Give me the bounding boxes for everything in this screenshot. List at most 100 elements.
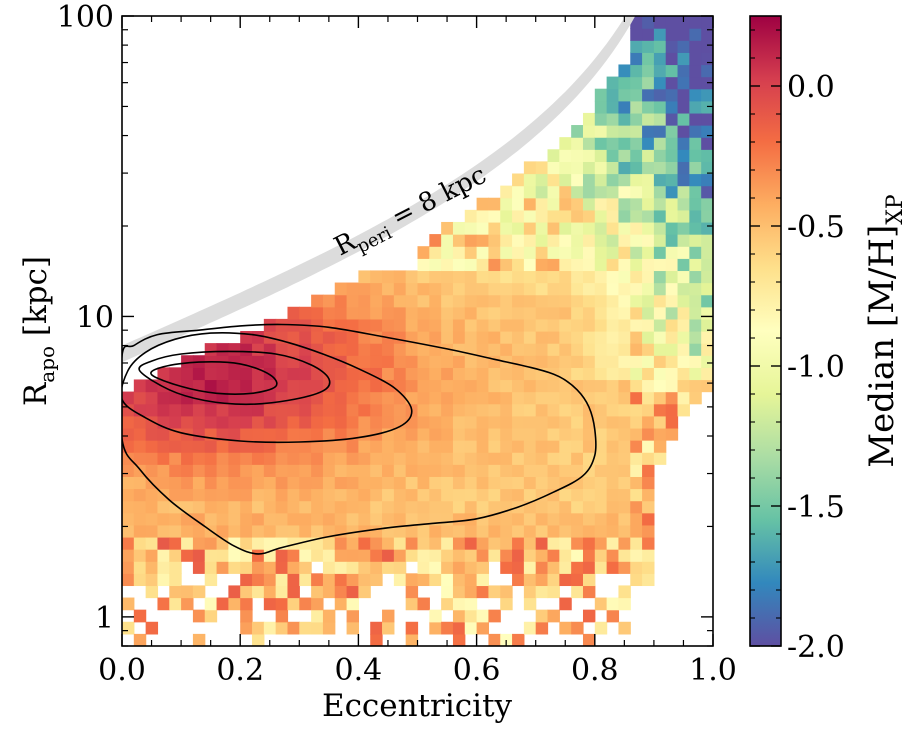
- heatmap-cell: [169, 403, 182, 417]
- heatmap-cell: [358, 488, 371, 502]
- heatmap-cell: [630, 209, 643, 223]
- heatmap-cell: [665, 76, 679, 90]
- heatmap-cell: [382, 403, 395, 417]
- heatmap-cell: [653, 28, 667, 41]
- heatmap-cell: [571, 621, 584, 635]
- heatmap-cell: [488, 524, 501, 538]
- heatmap-cell: [464, 452, 478, 465]
- heatmap-cell: [441, 524, 454, 538]
- heatmap-cell: [701, 28, 713, 41]
- heatmap-cell: [275, 427, 289, 441]
- heatmap-cell: [535, 282, 549, 296]
- heatmap-cell: [653, 331, 667, 344]
- heatmap-cell: [606, 549, 620, 562]
- heatmap-cell: [157, 427, 170, 441]
- heatmap-cell: [630, 367, 643, 381]
- heatmap-cell: [535, 549, 549, 562]
- heatmap-cell: [346, 440, 359, 453]
- heatmap-cell: [701, 331, 713, 344]
- heatmap-cell: [382, 452, 395, 465]
- heatmap-cell: [240, 609, 253, 623]
- heatmap-cell: [535, 270, 549, 284]
- x-tick-label: 1.0: [689, 653, 737, 688]
- heatmap-cell: [122, 476, 135, 490]
- heatmap-cell: [606, 258, 620, 272]
- heatmap-cell: [346, 573, 359, 587]
- heatmap-cell: [594, 185, 608, 199]
- heatmap-cell: [204, 512, 218, 526]
- heatmap-cell: [618, 379, 631, 393]
- heatmap-cell: [476, 621, 490, 635]
- heatmap-cell: [488, 609, 501, 623]
- heatmap-cell: [476, 294, 490, 308]
- heatmap-cell: [701, 343, 713, 356]
- heatmap-cell: [122, 452, 135, 465]
- heatmap-cell: [547, 306, 560, 320]
- heatmap-cell: [228, 452, 241, 465]
- heatmap-cell: [677, 173, 690, 187]
- y-axis-label: Rapo [kpc]: [18, 256, 59, 406]
- heatmap-cell: [370, 270, 383, 284]
- heatmap-cell: [523, 597, 537, 611]
- heatmap-cell: [689, 258, 702, 272]
- heatmap-cell: [523, 427, 537, 441]
- heatmap-cell: [535, 585, 549, 599]
- heatmap-cell: [464, 415, 478, 429]
- heatmap-cell: [464, 585, 478, 599]
- heatmap-cell: [665, 185, 679, 199]
- heatmap-cell: [618, 64, 631, 78]
- heatmap-cell: [417, 306, 430, 320]
- heatmap-cell: [665, 197, 679, 211]
- heatmap-cell: [452, 234, 466, 247]
- heatmap-cell: [547, 221, 560, 235]
- heatmap-cell: [618, 221, 631, 235]
- heatmap-cell: [535, 221, 549, 235]
- heatmap-cell: [346, 318, 359, 332]
- heatmap-cell: [500, 221, 513, 235]
- heatmap-cell: [452, 294, 466, 308]
- heatmap-cell: [665, 149, 679, 162]
- heatmap-cell: [488, 549, 501, 562]
- heatmap-cell: [606, 512, 620, 526]
- heatmap-cell: [523, 512, 537, 526]
- heatmap-cell: [677, 28, 690, 41]
- heatmap-cell: [594, 246, 608, 259]
- heatmap-cell: [346, 524, 359, 538]
- heatmap-cell: [382, 306, 395, 320]
- heatmap-cell: [311, 476, 324, 490]
- heatmap-cell: [287, 427, 300, 441]
- heatmap-cell: [594, 452, 608, 465]
- heatmap-cell: [500, 331, 513, 344]
- heatmap-cell: [322, 573, 336, 587]
- heatmap-cell: [228, 403, 241, 417]
- heatmap-cell: [429, 318, 442, 332]
- heatmap-cell: [606, 137, 620, 150]
- heatmap-cell: [559, 331, 572, 344]
- heatmap-cell: [216, 476, 229, 490]
- heatmap-cell: [701, 173, 713, 187]
- heatmap-cell: [429, 476, 442, 490]
- heatmap-cell: [618, 331, 631, 344]
- heatmap-cell: [275, 403, 289, 417]
- heatmap-cell: [618, 488, 631, 502]
- heatmap-cell: [642, 125, 655, 138]
- heatmap-cell: [500, 306, 513, 320]
- heatmap-cell: [594, 403, 608, 417]
- heatmap-cell: [582, 258, 596, 272]
- heatmap-cell: [594, 331, 608, 344]
- heatmap-cell: [240, 573, 253, 587]
- heatmap-cell: [523, 585, 537, 599]
- heatmap-cell: [594, 270, 608, 284]
- heatmap-cell: [429, 403, 442, 417]
- heatmap-cell: [535, 415, 549, 429]
- heatmap-cell: [500, 379, 513, 393]
- heatmap-cell: [653, 149, 667, 162]
- heatmap-cell: [441, 585, 454, 599]
- heatmap-cell: [500, 367, 513, 381]
- heatmap-cell: [299, 464, 312, 477]
- heatmap-cell: [452, 415, 466, 429]
- heatmap-cell: [535, 452, 549, 465]
- heatmap-cell: [358, 573, 371, 587]
- heatmap-cell: [370, 403, 383, 417]
- heatmap-cell: [606, 246, 620, 259]
